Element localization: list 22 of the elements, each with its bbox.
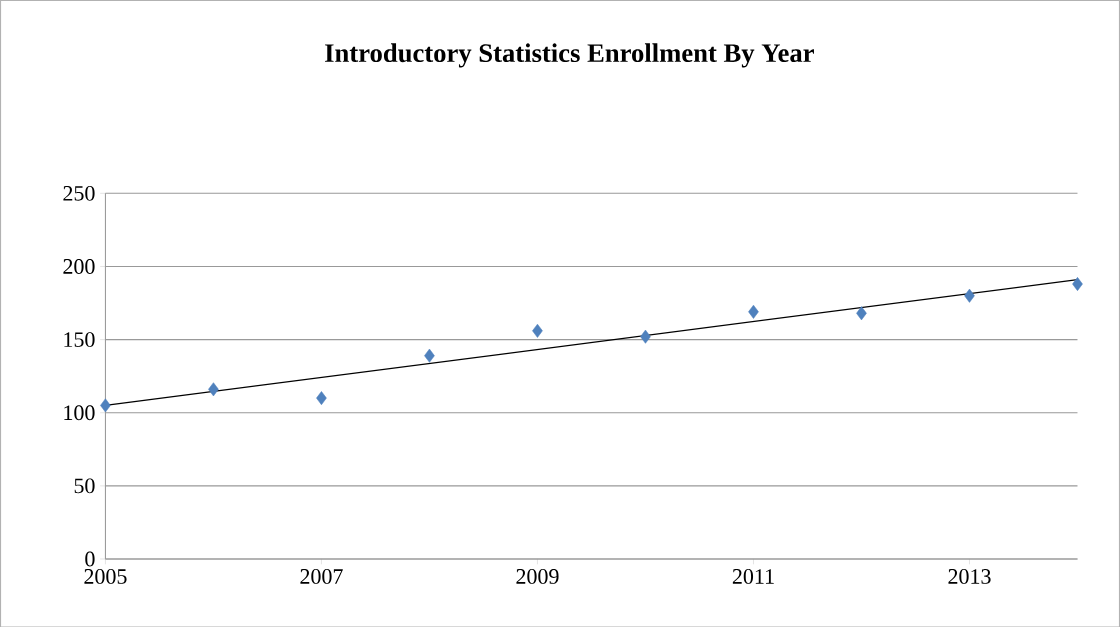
point (856, 306, 867, 320)
x-tick-label: 2005 (84, 568, 127, 584)
x-tick-label: 2009 (516, 568, 559, 584)
point (964, 288, 975, 303)
y-tick-label: 50 (74, 478, 95, 494)
point (208, 382, 219, 397)
x-tick-label: 2007 (300, 568, 343, 584)
y-tick-label: 100 (64, 405, 95, 420)
y-tick-label: 250 (63, 185, 95, 201)
y-tick-label: 0 (85, 551, 95, 567)
x-tick-label: 2011 (732, 568, 774, 584)
y-tick-label: 150 (64, 331, 95, 347)
point (1072, 276, 1083, 291)
point (640, 329, 651, 344)
point (316, 390, 327, 405)
point (748, 304, 759, 319)
chart-title: Introductory Statistics Enrollment By Year (325, 43, 814, 68)
y-tick-label: 200 (63, 258, 95, 274)
point (100, 398, 111, 413)
x-tick-label: 2013 (948, 568, 991, 584)
point (532, 323, 543, 338)
point (424, 348, 435, 363)
